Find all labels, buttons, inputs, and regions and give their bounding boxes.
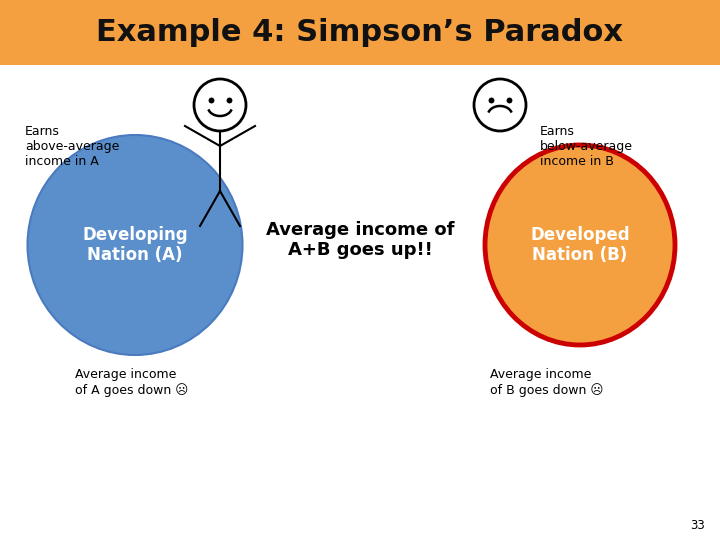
- Text: Average income
of B goes down ☹: Average income of B goes down ☹: [490, 368, 603, 397]
- Text: Earns
above-average
income in A: Earns above-average income in A: [25, 125, 120, 168]
- Text: Average income of
A+B goes up!!: Average income of A+B goes up!!: [266, 221, 454, 259]
- Text: Average income
of A goes down ☹: Average income of A goes down ☹: [75, 368, 188, 397]
- Ellipse shape: [485, 145, 675, 345]
- Ellipse shape: [27, 135, 243, 355]
- Text: 33: 33: [690, 519, 705, 532]
- Text: Earns
below-average
income in B: Earns below-average income in B: [540, 125, 633, 168]
- Text: Example 4: Simpson’s Paradox: Example 4: Simpson’s Paradox: [96, 18, 624, 47]
- FancyBboxPatch shape: [0, 0, 720, 65]
- Text: Developed
Nation (B): Developed Nation (B): [530, 226, 630, 265]
- Text: Developing
Nation (A): Developing Nation (A): [82, 226, 188, 265]
